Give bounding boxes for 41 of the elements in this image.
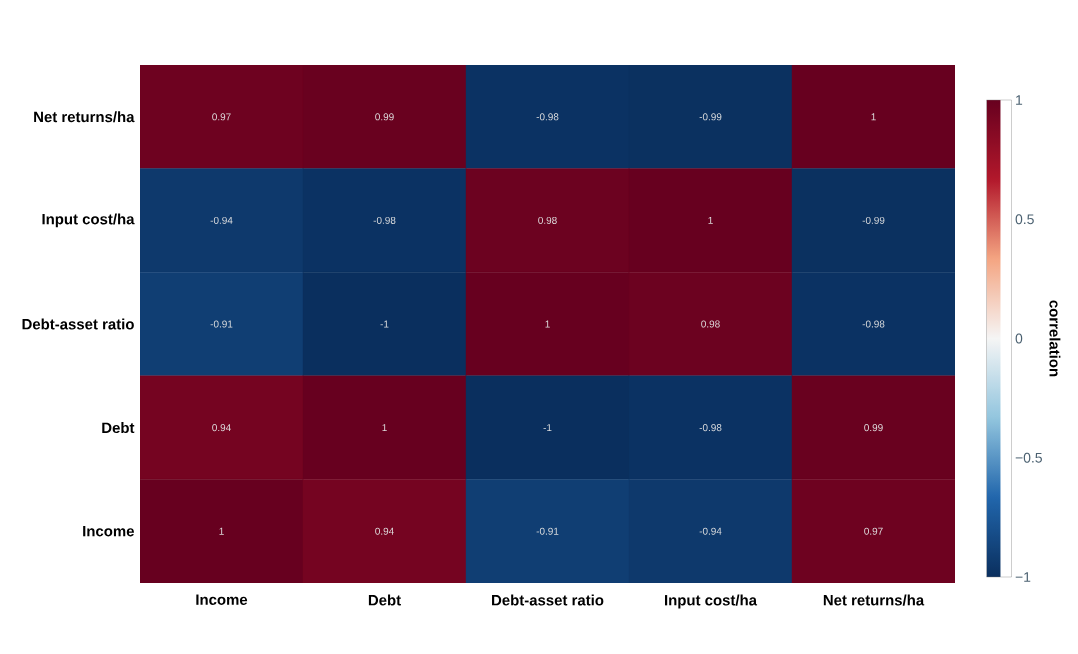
data-label: -0.99	[699, 113, 722, 121]
data-label: -0.98	[373, 216, 396, 224]
data-label: -1	[543, 424, 552, 432]
data-label: -0.98	[536, 113, 559, 121]
y-tick-label: Income	[83, 525, 134, 537]
color-bar-label: 1	[1016, 95, 1023, 105]
color-bar-title: correlation	[1049, 300, 1061, 377]
data-label: -0.94	[699, 527, 722, 535]
color-bar-label: 0	[1015, 333, 1023, 344]
data-label: 1	[708, 216, 713, 224]
data-label: 1	[871, 113, 876, 121]
data-label: -0.98	[699, 424, 722, 432]
data-label: -0.94	[210, 216, 233, 224]
data-label: 1	[219, 527, 224, 535]
color-bar-label: 0.5	[1015, 214, 1034, 225]
data-label: -0.99	[862, 216, 885, 224]
x-tick-label: Debt	[368, 594, 401, 606]
color-bar-label: −1	[1015, 572, 1031, 582]
data-label: 0.99	[375, 113, 394, 121]
data-label: 1	[545, 320, 550, 328]
data-label: -0.91	[536, 527, 559, 535]
y-tick-label: Net returns/ha	[34, 111, 135, 123]
data-label: 0.98	[538, 216, 557, 224]
x-tick-label: Debt-asset ratio	[492, 594, 604, 606]
color-bar-label: −0.5	[1015, 452, 1042, 463]
data-label: -0.91	[210, 320, 233, 328]
data-label: 0.99	[864, 424, 883, 432]
data-label: -0.98	[862, 320, 885, 328]
data-label: 1	[382, 424, 387, 432]
y-tick-label: Input cost/ha	[42, 213, 135, 228]
y-tick-label: Debt-asset ratio	[22, 318, 134, 330]
x-tick-label: Net returns/ha	[823, 594, 925, 606]
data-label: 0.94	[375, 527, 394, 535]
x-tick-label: Input cost/ha	[665, 594, 758, 609]
data-label: 0.94	[212, 424, 231, 432]
x-tick-label: Income	[196, 594, 248, 605]
data-label: -1	[380, 320, 389, 328]
data-label: 0.97	[212, 113, 231, 121]
data-label: 0.98	[701, 320, 720, 328]
y-tick-label: Debt	[102, 422, 135, 434]
data-label: 0.97	[864, 527, 883, 535]
